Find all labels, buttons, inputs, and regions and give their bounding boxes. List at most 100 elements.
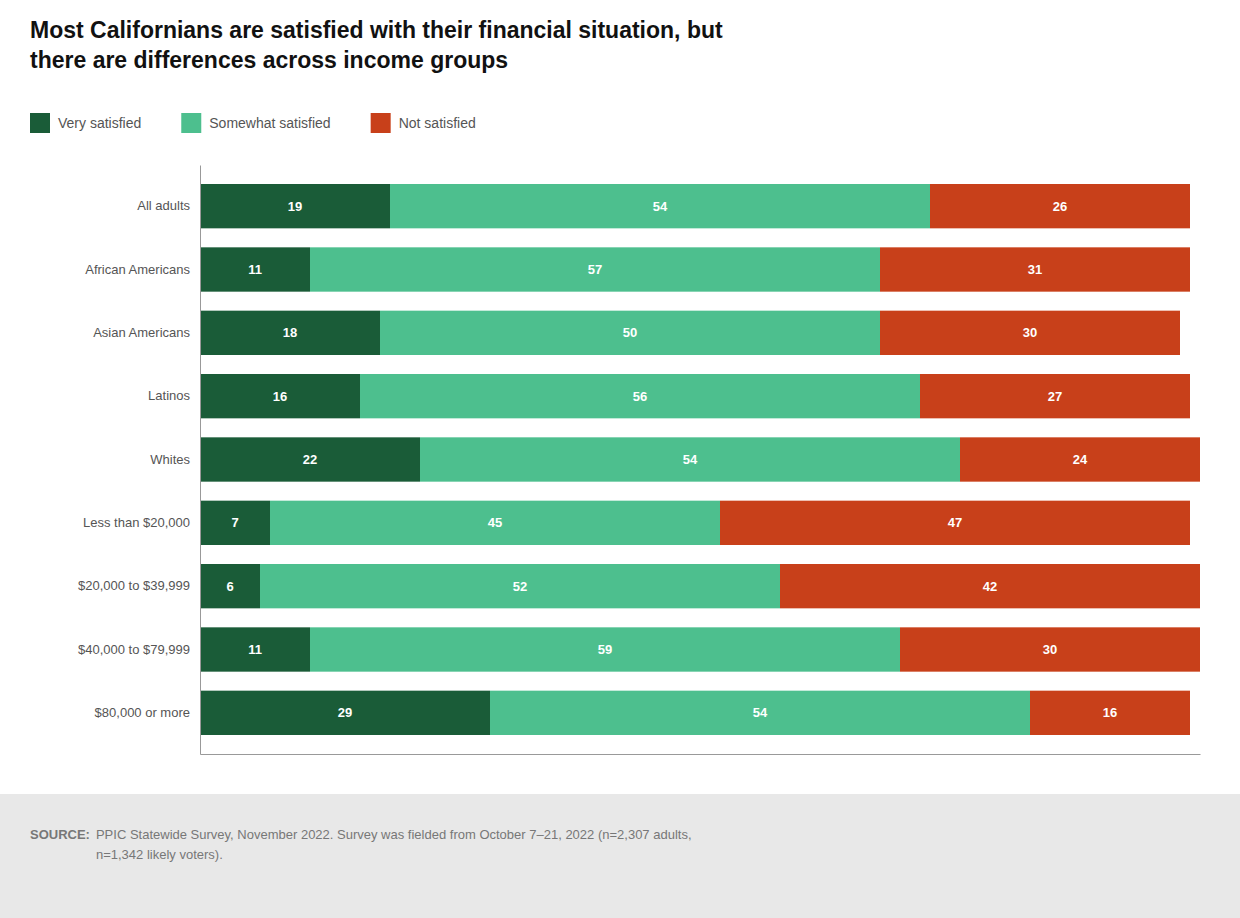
legend-label: Very satisfied: [58, 115, 141, 131]
y-tick: Whites: [150, 452, 190, 467]
bar-segment: [200, 374, 360, 418]
title-line: there are differences across income grou…: [30, 47, 508, 73]
bar-segment: [420, 437, 960, 481]
data-label: 11: [248, 642, 262, 657]
plot: 19 11 18 16 22 7 6 11 29 54 57 50 56 54 45 52 59 54 26 31 30…: [78, 166, 1201, 755]
y-tick-label: African Americans: [85, 262, 190, 277]
series-labels: 54 57 50 56 54 45 52 59 54: [488, 199, 768, 721]
bar-segment: [390, 184, 930, 228]
bar-segment: [490, 691, 1030, 735]
data-label: 26: [1053, 199, 1067, 214]
data-label: 54: [683, 452, 698, 467]
y-axis: All adults African Americans Asian America…: [78, 166, 201, 755]
y-tick: $20,000 to $39,999: [78, 578, 190, 593]
bar-segment: [360, 374, 920, 418]
y-tick-label: Latinos: [148, 388, 190, 403]
bar-segment: [880, 247, 1190, 291]
bar-segment: [200, 691, 490, 735]
data-label: 45: [488, 515, 502, 530]
data-label: 54: [753, 705, 768, 720]
data-label: 18: [283, 325, 297, 340]
y-tick: $40,000 to $79,999: [78, 642, 190, 657]
data-labels: 19 11 18 16 22 7 6 11 29 54 57 50 56 54 45 52 59 54 26 31 30…: [226, 199, 1117, 721]
data-label: 24: [1073, 452, 1088, 467]
y-tick-label: $80,000 or more: [95, 705, 190, 720]
bar-segment: [200, 437, 420, 481]
legend-swatch: [371, 113, 391, 133]
bar-segment: [930, 184, 1190, 228]
data-label: 59: [598, 642, 612, 657]
x-axis: [201, 754, 1201, 755]
data-label: 16: [273, 389, 287, 404]
data-label: 30: [1023, 325, 1037, 340]
y-tick: $80,000 or more: [95, 705, 190, 720]
data-label: 50: [623, 325, 637, 340]
series-labels: 19 11 18 16 22 7 6 11 29: [226, 199, 352, 721]
legend-item: Not satisfied: [371, 113, 476, 133]
y-tick-label: Asian Americans: [93, 325, 190, 340]
data-label: 27: [1048, 389, 1062, 404]
legend-swatch: [30, 113, 50, 133]
bar-segment: [260, 564, 780, 608]
data-label: 11: [248, 262, 262, 277]
y-axis-line: [200, 166, 201, 755]
bar-segment: [1030, 691, 1190, 735]
data-label: 30: [1043, 642, 1057, 657]
bar-segment: [200, 311, 380, 355]
data-label: 52: [513, 579, 527, 594]
data-label: 16: [1103, 705, 1117, 720]
data-label: 19: [288, 199, 302, 214]
bar-segment: [720, 501, 1190, 545]
data-label: 22: [303, 452, 317, 467]
source-line: PPIC Statewide Survey, November 2022. Su…: [96, 827, 692, 842]
y-tick-label: $40,000 to $79,999: [78, 642, 190, 657]
footer: SOURCE: PPIC Statewide Survey, November 2…: [0, 794, 1240, 918]
data-label: 29: [338, 705, 352, 720]
y-tick-label: Less than $20,000: [83, 515, 190, 530]
source-line: n=1,342 likely voters).: [96, 847, 223, 862]
legend-item: Very satisfied: [30, 113, 141, 133]
title-line: Most Californians are satisfied with the…: [30, 17, 723, 43]
y-tick-label: All adults: [137, 198, 190, 213]
source-label: SOURCE:: [30, 827, 90, 842]
source-text: PPIC Statewide Survey, November 2022. Su…: [96, 827, 692, 862]
bar-segment: [200, 184, 390, 228]
data-label: 31: [1028, 262, 1042, 277]
y-tick: All adults: [137, 198, 190, 213]
bar-segment: [200, 564, 260, 608]
bars: [200, 184, 1200, 735]
bar-segment: [310, 247, 880, 291]
bar-segment: [270, 501, 720, 545]
bar-segment: [200, 501, 270, 545]
bar-segment: [960, 437, 1200, 481]
bar-segment: [380, 311, 880, 355]
chart: Most Californians are satisfied with the…: [0, 0, 1240, 918]
bar-segment: [200, 627, 310, 671]
bar-segment: [920, 374, 1190, 418]
data-label: 57: [588, 262, 602, 277]
bar-segment: [200, 247, 310, 291]
data-label: 6: [226, 579, 233, 594]
series-labels: 26 31 30 27 24 47 42 30 16: [948, 199, 1117, 721]
title: Most Californians are satisfied with the…: [30, 17, 723, 73]
legend-label: Somewhat satisfied: [209, 115, 330, 131]
y-tick: African Americans: [85, 262, 190, 277]
bar-segment: [900, 627, 1200, 671]
legend-swatch: [181, 113, 201, 133]
legend: Very satisfied Somewhat satisfied Not sati…: [30, 113, 476, 133]
data-label: 54: [653, 199, 668, 214]
data-label: 42: [983, 579, 997, 594]
legend-label: Not satisfied: [399, 115, 476, 131]
y-tick: Less than $20,000: [83, 515, 190, 530]
data-label: 56: [633, 389, 647, 404]
y-tick-label: $20,000 to $39,999: [78, 578, 190, 593]
y-tick: Asian Americans: [93, 325, 190, 340]
data-label: 7: [231, 515, 238, 530]
y-tick: Latinos: [148, 388, 190, 403]
legend-item: Somewhat satisfied: [181, 113, 330, 133]
x-axis-line: [201, 754, 1201, 755]
bar-segment: [880, 311, 1180, 355]
bar-segment: [780, 564, 1200, 608]
y-tick-label: Whites: [150, 452, 190, 467]
data-label: 47: [948, 515, 962, 530]
